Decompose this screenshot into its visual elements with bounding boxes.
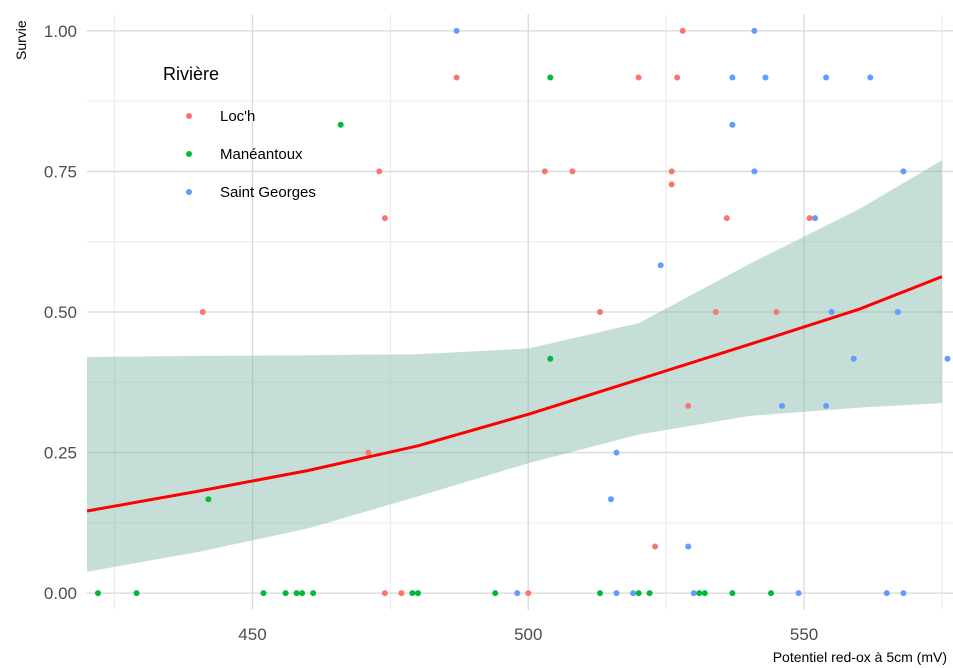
y-tick-label: 1.00 [44, 22, 77, 41]
data-point [597, 590, 603, 597]
data-point [729, 121, 736, 128]
data-point [944, 355, 951, 362]
data-point [668, 181, 675, 188]
data-point [365, 449, 372, 456]
y-tick-labels: 0.00 0.25 0.50 0.75 1.00 [44, 22, 77, 603]
fit-line-path [86, 275, 943, 513]
fit-line [86, 275, 943, 513]
data-point [894, 309, 901, 315]
data-point [823, 74, 830, 81]
data-point [657, 262, 664, 269]
data-point [597, 309, 603, 315]
data-point [883, 590, 890, 597]
confidence-band [87, 160, 942, 572]
data-point [635, 74, 642, 81]
y-tick-label: 0.00 [44, 584, 77, 603]
data-point [712, 309, 719, 315]
x-tick-label: 500 [514, 625, 542, 644]
data-points [95, 27, 951, 597]
data-point [652, 543, 659, 550]
data-point [630, 590, 637, 597]
data-point [453, 74, 460, 81]
legend-label: Saint Georges [220, 184, 316, 201]
legend-label: Manéantoux [220, 146, 303, 163]
data-point [690, 590, 697, 597]
data-point [751, 168, 758, 175]
data-point [850, 355, 857, 362]
data-point [260, 590, 267, 597]
minor-grid [87, 14, 953, 610]
data-point [751, 27, 758, 34]
data-point [812, 215, 819, 222]
data-point [729, 590, 736, 597]
data-point [674, 74, 681, 81]
data-point [823, 402, 830, 409]
data-point [95, 590, 101, 597]
y-tick-label: 0.75 [44, 162, 77, 181]
data-point [762, 74, 769, 81]
legend-title: Rivière [163, 64, 219, 84]
x-tick-label: 550 [790, 625, 818, 644]
data-point [381, 590, 388, 597]
data-point [381, 215, 388, 222]
data-point [376, 168, 383, 175]
data-point [299, 590, 306, 597]
data-point [282, 590, 289, 597]
data-point [310, 590, 317, 597]
data-point [900, 590, 907, 597]
data-point [900, 168, 907, 175]
data-point [409, 590, 416, 597]
data-point [293, 590, 300, 597]
legend-key [186, 189, 192, 195]
legend: Rivière Loc'h Manéantoux Saint Georges [163, 64, 316, 201]
data-point [199, 309, 206, 315]
data-point [415, 590, 421, 597]
y-tick-label: 0.25 [44, 444, 77, 463]
data-point [398, 590, 405, 597]
data-point [668, 168, 675, 175]
data-point [133, 590, 140, 597]
data-point [205, 496, 212, 503]
data-point [773, 309, 780, 315]
major-grid [87, 14, 953, 610]
y-tick-label: 0.50 [44, 303, 77, 322]
legend-key [186, 113, 192, 119]
confidence-band-area [87, 160, 942, 572]
data-point [635, 590, 642, 597]
data-point [613, 449, 620, 456]
data-point [613, 590, 620, 597]
x-tick-label: 450 [238, 625, 266, 644]
data-point [569, 168, 576, 175]
data-point [696, 590, 703, 597]
data-point [492, 590, 499, 597]
data-point [806, 215, 813, 222]
x-axis-title: Potentiel red-ox à 5cm (mV) [773, 649, 947, 665]
y-axis-title: Survie [13, 20, 29, 60]
data-point [729, 74, 736, 81]
data-point [337, 121, 344, 128]
data-point [547, 355, 554, 362]
data-point [867, 74, 874, 81]
data-point [685, 402, 692, 409]
data-point [779, 402, 785, 409]
data-point [685, 543, 692, 550]
data-point [795, 590, 802, 597]
data-point [646, 590, 653, 597]
data-point [525, 590, 532, 597]
data-point [541, 168, 548, 175]
legend-label: Loc'h [220, 108, 255, 125]
data-point [453, 27, 460, 34]
data-point [828, 309, 835, 315]
data-point [679, 27, 686, 34]
data-point [768, 590, 774, 597]
data-point [547, 74, 554, 81]
data-point [514, 590, 521, 597]
x-tick-labels: 450 500 550 [238, 625, 818, 644]
legend-key [186, 151, 192, 157]
data-point [701, 590, 708, 597]
data-point [723, 215, 730, 222]
data-point [608, 496, 614, 503]
